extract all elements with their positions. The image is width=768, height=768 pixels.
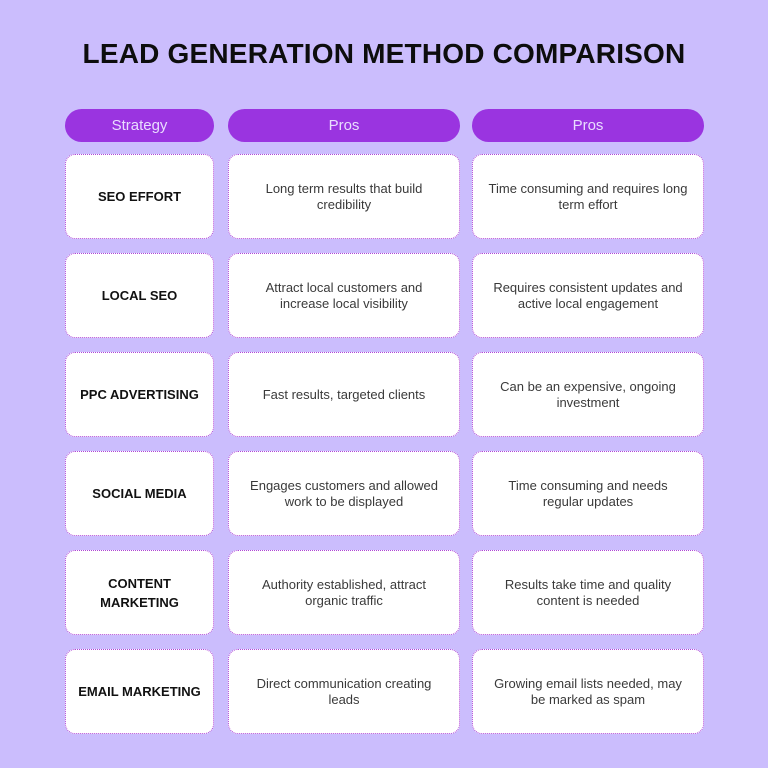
strategy-label: EMAIL MARKETING bbox=[78, 684, 201, 699]
cons-cell: Can be an expensive, ongoing investment bbox=[472, 352, 704, 437]
cons-text: Can be an expensive, ongoing investment bbox=[500, 378, 676, 410]
pros-cell: Engages customers and allowed work to be… bbox=[228, 451, 460, 536]
cons-cell: Time consuming and requires long term ef… bbox=[472, 154, 704, 239]
cons-text: Results take time and quality content is… bbox=[504, 576, 672, 608]
pros-text: Long term results that build credibility bbox=[265, 180, 423, 212]
pros-cell: Long term results that build credibility bbox=[228, 154, 460, 239]
pros-text: Fast results, targeted clients bbox=[262, 386, 426, 402]
cons-cell: Results take time and quality content is… bbox=[472, 550, 704, 635]
cons-cell: Requires consistent updates and active l… bbox=[472, 253, 704, 338]
strategy-label: LOCAL SEO bbox=[101, 288, 178, 303]
pros-text: Engages customers and allowed work to be… bbox=[250, 477, 438, 509]
strategy-cell: CONTENT MARKETING bbox=[65, 550, 214, 635]
cons-text: Time consuming and needs regular updates bbox=[508, 477, 668, 509]
cons-text: Requires consistent updates and active l… bbox=[493, 279, 683, 311]
strategy-label: SEO EFFORT bbox=[97, 189, 182, 204]
page-title: LEAD GENERATION METHOD COMPARISON bbox=[82, 38, 686, 69]
strategy-cell: SOCIAL MEDIA bbox=[65, 451, 214, 536]
header-strategy: Strategy bbox=[65, 109, 214, 142]
pros-cell: Authority established, attract organic t… bbox=[228, 550, 460, 635]
cons-text: Growing email lists needed, may be marke… bbox=[494, 675, 682, 707]
pros-cell: Attract local customers and increase loc… bbox=[228, 253, 460, 338]
pros-cell: Direct communication creating leads bbox=[228, 649, 460, 734]
table-header: Strategy Pros Pros bbox=[0, 109, 768, 142]
strategy-label: CONTENT MARKETING bbox=[100, 575, 179, 610]
strategy-label: PPC ADVERTISING bbox=[80, 387, 199, 402]
strategy-cell: LOCAL SEO bbox=[65, 253, 214, 338]
header-pros: Pros bbox=[228, 109, 460, 142]
pros-text: Attract local customers and increase loc… bbox=[265, 279, 423, 311]
header-cons: Pros bbox=[472, 109, 704, 142]
cons-cell: Time consuming and needs regular updates bbox=[472, 451, 704, 536]
cons-text: Time consuming and requires long term ef… bbox=[488, 180, 688, 212]
strategy-label: SOCIAL MEDIA bbox=[92, 486, 187, 501]
strategy-cell: PPC ADVERTISING bbox=[65, 352, 214, 437]
strategy-cell: EMAIL MARKETING bbox=[65, 649, 214, 734]
cons-cell: Growing email lists needed, may be marke… bbox=[472, 649, 704, 734]
pros-text: Authority established, attract organic t… bbox=[261, 576, 427, 608]
pros-cell: Fast results, targeted clients bbox=[228, 352, 460, 437]
pros-text: Direct communication creating leads bbox=[256, 675, 432, 707]
strategy-cell: SEO EFFORT bbox=[65, 154, 214, 239]
